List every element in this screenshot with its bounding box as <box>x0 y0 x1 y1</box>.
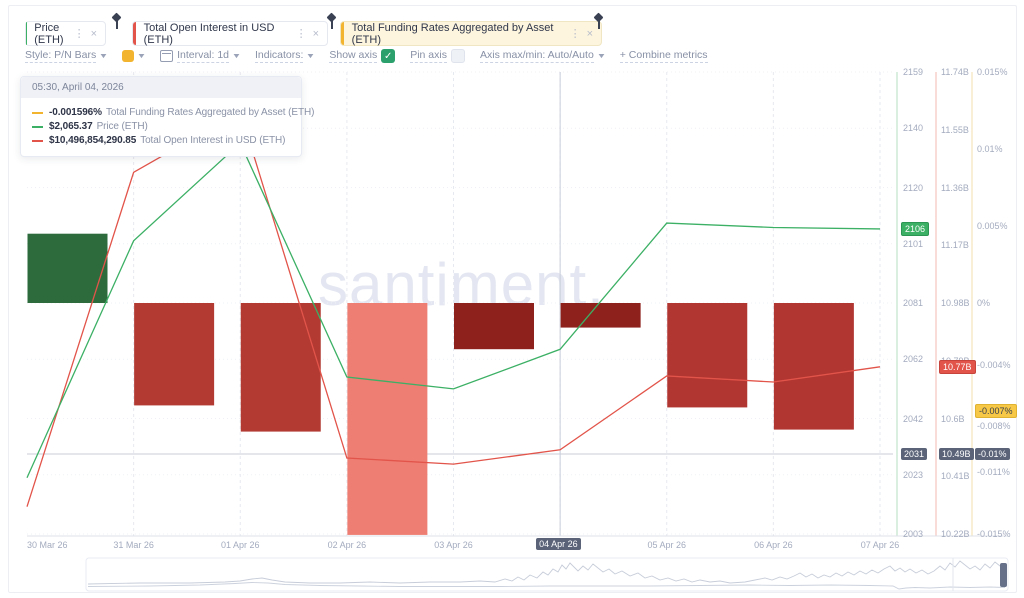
chart-tooltip: 05:30, April 04, 2026 -0.001596% Total F… <box>20 76 314 157</box>
open-interest-axis-tick: 10.98B <box>941 298 970 308</box>
checkbox-checked-icon[interactable]: ✓ <box>381 49 396 63</box>
funding-bar[interactable] <box>347 303 428 535</box>
x-axis-label: 02 Apr 26 <box>327 540 367 550</box>
price-axis-tick: 2120 <box>903 182 924 193</box>
checkbox-unchecked-icon[interactable] <box>450 49 465 63</box>
interval-selector[interactable]: Interval: 1d ▼ <box>160 49 242 63</box>
pin-icon[interactable] <box>593 12 604 31</box>
funding-latest-badge: -0.007% <box>975 403 1017 418</box>
x-axis-label: 05 Apr 26 <box>647 540 687 550</box>
series-dash-icon <box>32 125 43 128</box>
color-swatch[interactable] <box>122 50 135 62</box>
x-axis-label: 03 Apr 26 <box>434 540 473 550</box>
axis-maxmin-selector[interactable]: Axis max/min: Auto/Auto ▼ <box>479 49 607 63</box>
tab-label: Total Funding Rates Aggregated by Asset … <box>351 21 554 46</box>
open-interest-axis-tick: 11.36B <box>941 182 969 193</box>
funding-axis-tick: 0.015% <box>977 67 1008 77</box>
funding-bar[interactable] <box>667 303 748 408</box>
open-interest-axis-tick: 10.41B <box>941 471 970 482</box>
tooltip-row-price: $2,065.37 Price (ETH) <box>32 121 290 132</box>
indicators-selector[interactable]: Indicators: ▼ <box>254 49 316 63</box>
price-axis-tick: 2062 <box>903 354 924 365</box>
funding-axis-tick: 0.01% <box>977 144 1003 154</box>
show-axis-toggle[interactable]: Show axis ✓ <box>329 49 396 63</box>
close-icon[interactable]: × <box>586 27 593 40</box>
calendar-icon <box>160 50 174 62</box>
price-axis-tick: 2081 <box>903 298 924 308</box>
tab-accent-bar <box>341 22 344 45</box>
close-icon[interactable]: × <box>90 27 97 40</box>
close-icon[interactable]: × <box>312 27 319 40</box>
tab-accent-bar <box>133 22 136 45</box>
chevron-down-icon: ▼ <box>596 52 607 60</box>
funding-axis-tick: -0.015% <box>977 529 1011 539</box>
funding-bar[interactable] <box>560 303 641 328</box>
price-axis-tick: 2140 <box>903 123 924 134</box>
kebab-menu-icon[interactable]: ⋮ <box>569 28 581 40</box>
tab-funding-rates[interactable]: Total Funding Rates Aggregated by Asset … <box>340 21 602 46</box>
open_interest-latest-badge: 10.77B <box>939 359 976 374</box>
kebab-menu-icon[interactable]: ⋮ <box>73 28 85 40</box>
pin-axis-toggle[interactable]: Pin axis <box>410 49 465 63</box>
tooltip-datetime: 05:30, April 04, 2026 <box>21 77 301 98</box>
open-interest-axis-tick: 11.55B <box>941 124 969 135</box>
pin-icon[interactable] <box>111 12 122 31</box>
minimap-series-line-2 <box>87 582 1006 590</box>
funding-crosshair-badge: -0.01% <box>975 448 1010 460</box>
open-interest-axis-tick: 11.74B <box>941 67 969 77</box>
tab-open-interest[interactable]: Total Open Interest in USD (ETH) ⋮ × <box>132 21 328 46</box>
chevron-down-icon: ▼ <box>231 52 242 60</box>
chart-toolbar: Style: P/N Bars ▼ ▼ Interval: 1d ▼ Indicat… <box>25 49 708 63</box>
price-axis-tick: 2042 <box>903 413 924 424</box>
price-crosshair-badge: 2031 <box>901 448 928 460</box>
open-interest-axis-tick: 11.17B <box>941 240 969 251</box>
tab-label: Total Open Interest in USD (ETH) <box>143 21 275 46</box>
style-selector[interactable]: Style: P/N Bars ▼ <box>25 49 109 63</box>
x-axis-label: 31 Mar 26 <box>113 540 154 550</box>
tab-price-eth[interactable]: Price (ETH) ⋮ × <box>25 21 106 46</box>
chevron-down-icon: ▼ <box>136 52 147 60</box>
funding-axis-tick: -0.011% <box>977 467 1010 478</box>
funding-bar[interactable] <box>27 233 108 303</box>
tooltip-row-funding: -0.001596% Total Funding Rates Aggregate… <box>32 107 314 118</box>
price-axis-tick: 2159 <box>903 67 924 77</box>
open-interest-axis-tick: 10.6B <box>941 413 965 424</box>
chevron-down-icon: ▼ <box>306 52 316 60</box>
pin-icon[interactable] <box>326 12 337 31</box>
chevron-down-icon: ▼ <box>98 52 109 60</box>
funding-bar[interactable] <box>240 303 321 432</box>
x-axis-label: 30 Mar 26 <box>27 540 68 550</box>
funding-axis-tick: -0.004% <box>977 359 1011 370</box>
funding-bar[interactable] <box>134 303 215 406</box>
series-dash-icon <box>32 111 43 114</box>
price-axis-tick: 2023 <box>903 469 924 480</box>
color-swatch-selector[interactable]: ▼ <box>122 50 147 62</box>
x-axis-label: 06 Apr 26 <box>754 540 793 550</box>
price-axis-tick: 2003 <box>903 529 924 539</box>
funding-bar[interactable] <box>773 303 854 430</box>
funding-axis-tick: -0.008% <box>977 421 1011 432</box>
x-axis-crosshair-label: 04 Apr 26 <box>536 538 581 550</box>
combine-metrics-button[interactable]: + Combine metrics <box>619 49 708 63</box>
open-interest-axis-tick: 10.22B <box>941 529 970 539</box>
x-axis-label: 07 Apr 26 <box>860 540 900 550</box>
x-axis-label: 01 Apr 26 <box>220 540 260 550</box>
tab-label: Price (ETH) <box>34 21 64 46</box>
tooltip-row-open-interest: $10,496,854,290.85 Total Open Interest i… <box>32 135 290 146</box>
kebab-menu-icon[interactable]: ⋮ <box>295 28 307 40</box>
price-axis-tick: 2101 <box>903 238 924 249</box>
app-frame <box>8 5 1017 593</box>
funding-bar[interactable] <box>454 303 534 350</box>
open_interest-crosshair-badge: 10.49B <box>939 448 974 460</box>
funding-axis-tick: 0% <box>977 298 991 308</box>
minimap-drag-handle[interactable] <box>1000 563 1007 587</box>
funding-axis-tick: 0.005% <box>977 221 1008 231</box>
minimap-series-line <box>87 560 1006 585</box>
series-dash-icon <box>32 139 43 142</box>
price-line[interactable] <box>26 141 881 478</box>
price-latest-badge: 2106 <box>901 221 930 236</box>
